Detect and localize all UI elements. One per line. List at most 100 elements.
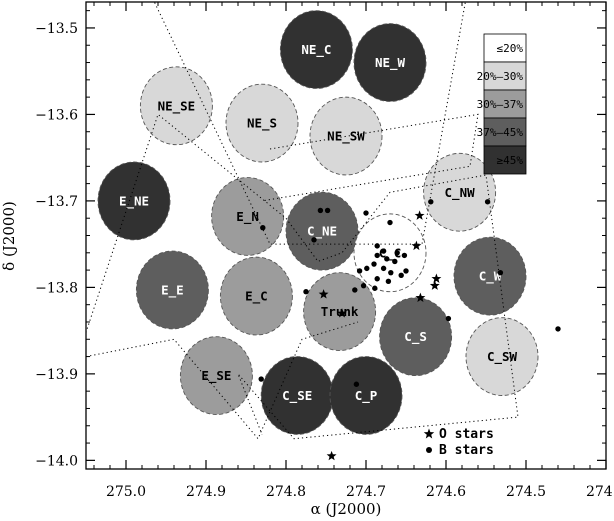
x-tick-label: 274.7 (346, 484, 386, 500)
field-e-e: E_E (135, 250, 209, 330)
o-star-point (337, 308, 347, 318)
axes: 275.0 274.9 274.8 274.7 274.6 274.5 274.4 −13.5… (35, 2, 614, 500)
x-tick-label: 274.8 (266, 484, 306, 500)
b-star-point (385, 278, 392, 285)
field-c-w: C_W (453, 236, 527, 316)
b-star-point (372, 285, 378, 291)
b-star-point (364, 265, 370, 272)
y-tick-label: −13.5 (35, 21, 78, 37)
b-star-point (484, 199, 491, 205)
field-e-c: E_C (219, 256, 293, 336)
o-star-point (411, 240, 422, 251)
field-disc (423, 152, 497, 232)
colorbar-label: ≤20% (497, 42, 524, 55)
o-star-point (318, 289, 329, 299)
y-tick-label: −13.6 (35, 107, 78, 123)
y-axis-title: δ (J2000) (0, 201, 18, 271)
field-label: C_P (355, 388, 378, 404)
field-label: C_NW (445, 185, 476, 201)
x-tick-label: 275.0 (106, 484, 146, 500)
colorbar-swatch (483, 117, 527, 147)
field-label: C_SW (487, 349, 518, 365)
field-trunk: Trunk (303, 272, 377, 351)
coverage-outlines (86, 2, 519, 440)
b-star-point (388, 269, 394, 276)
colorbar-label: ≥45% (497, 154, 524, 167)
field-label: E_N (236, 209, 259, 225)
colorbar-swatch (483, 33, 527, 63)
b-star-point (380, 248, 387, 254)
outline-main (86, 113, 519, 440)
b-star-point (363, 210, 369, 216)
y-tick-label: −13.7 (35, 194, 78, 210)
b-star-point (401, 252, 408, 259)
field-label: NE_W (375, 55, 406, 71)
field-ne-w: NE_W (353, 23, 427, 102)
colorbar-label: 30%–37% (477, 98, 524, 111)
field-ne-se: NE_SE (139, 66, 213, 146)
x-tick-label: 274.4 (586, 484, 614, 500)
b-star-point (374, 252, 380, 259)
field-ne-c: NE_C (279, 10, 353, 89)
legend-star-marker (423, 428, 435, 439)
colorbar: ≤20% 20%–30% 30%–37% 37%–45% ≥45% (477, 33, 527, 175)
x-tick-label: 274.5 (506, 484, 546, 500)
colorbar-swatch (483, 61, 527, 91)
b-star-point (384, 256, 390, 262)
stars-layer (258, 199, 561, 461)
field-disc (97, 161, 171, 241)
b-star-point (352, 287, 358, 293)
b-star-point (371, 261, 377, 267)
field-c-se: C_SE (260, 356, 334, 435)
legend-label: O stars (439, 427, 494, 442)
field-label: NE_C (301, 42, 331, 58)
b-star-point (324, 207, 331, 214)
o-star-point (431, 273, 442, 283)
b-star-point (353, 381, 360, 387)
b-star-point (360, 282, 367, 289)
field-e-n: E_N (211, 177, 285, 256)
b-star-point (260, 225, 266, 231)
b-star-point (555, 326, 561, 332)
b-star-point (303, 289, 309, 295)
b-star-point (403, 268, 409, 274)
b-star-point (394, 250, 400, 256)
colorbar-label: 20%–30% (477, 70, 524, 83)
field-label: E_SE (201, 368, 231, 384)
outline-south-east (86, 321, 359, 440)
field-disc (279, 10, 353, 89)
x-tick-label: 274.9 (186, 484, 226, 500)
series-o-stars (318, 210, 442, 461)
o-star-point (415, 292, 426, 302)
colorbar-swatch (483, 89, 527, 119)
field-label: NE_SW (327, 129, 365, 145)
o-star-point (326, 450, 337, 461)
field-disc (453, 236, 527, 316)
outline-west-box (261, 113, 479, 202)
field-ne-s: NE_S (225, 83, 299, 163)
field-disc (225, 83, 299, 163)
colorbar-label: 37%–45% (477, 126, 524, 139)
o-star-point (414, 210, 425, 220)
field-disc (353, 23, 427, 102)
field-label: NE_S (247, 116, 277, 132)
b-star-point (497, 269, 504, 276)
b-star-point (380, 265, 387, 272)
b-star-point (311, 237, 317, 243)
field-disc (465, 317, 539, 396)
o-star-point (429, 280, 440, 290)
b-star-point (317, 207, 324, 214)
field-label: E_C (245, 289, 268, 305)
x-tick-label: 274.6 (426, 484, 466, 500)
field-disc (219, 256, 293, 336)
field-e-ne: E_NE (97, 161, 171, 241)
field-c-ne: C_NE (285, 191, 359, 271)
x-axis-title: α (J2000) (311, 500, 382, 518)
field-label: NE_SE (158, 98, 196, 114)
b-star-point (258, 376, 264, 382)
field-c-s: C_S (379, 297, 453, 377)
y-tick-label: −13.9 (35, 367, 78, 383)
b-star-point (374, 243, 380, 249)
b-star-point (392, 258, 398, 265)
